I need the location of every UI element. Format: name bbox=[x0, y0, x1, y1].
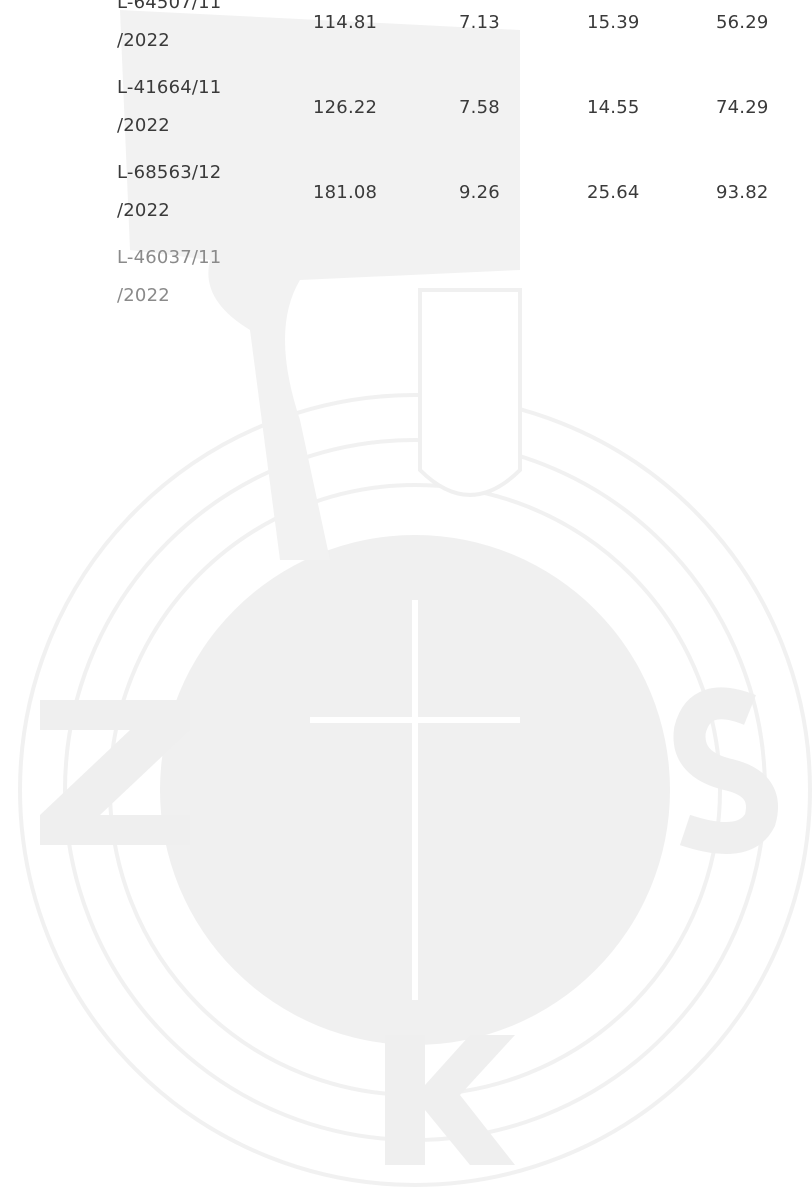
cell: 114.81 bbox=[313, 12, 377, 33]
cell: 14.55 bbox=[587, 97, 640, 118]
row-id: L-41664/11 bbox=[117, 77, 221, 98]
cell: 25.64 bbox=[587, 182, 640, 203]
cell: 7.58 bbox=[459, 97, 500, 118]
row-id: L-64507/11 bbox=[117, 0, 221, 13]
cell: 74.29 bbox=[716, 97, 769, 118]
cell: 15.39 bbox=[587, 12, 640, 33]
row-id: /2022 bbox=[117, 200, 170, 221]
row-id: /2022 bbox=[117, 285, 170, 306]
row-id: L-68563/12 bbox=[117, 162, 221, 183]
row-id: /2022 bbox=[117, 115, 170, 136]
cell: 7.13 bbox=[459, 12, 500, 33]
row-id: /2022 bbox=[117, 30, 170, 51]
cell: 126.22 bbox=[313, 97, 377, 118]
cell: 93.82 bbox=[716, 182, 769, 203]
row-id: L-46037/11 bbox=[117, 247, 221, 268]
cell: 56.29 bbox=[716, 12, 769, 33]
cell: 9.26 bbox=[459, 182, 500, 203]
cell: 181.08 bbox=[313, 182, 377, 203]
page: L-64507/11/2022 114.81 7.13 15.39 56.29 L-416… bbox=[0, 0, 812, 1187]
data-table: L-64507/11/2022 114.81 7.13 15.39 56.29 L-416… bbox=[0, 0, 812, 1187]
